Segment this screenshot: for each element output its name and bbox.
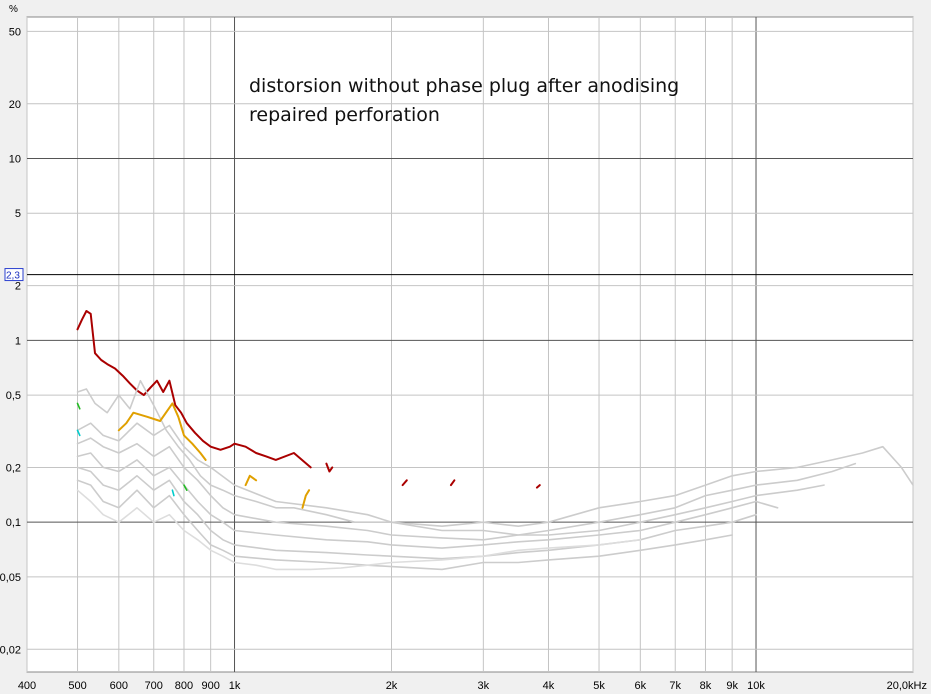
y-tick-label: 50 bbox=[9, 26, 21, 38]
plot-area bbox=[26, 16, 914, 673]
y-tick-label: 0,02 bbox=[0, 644, 21, 656]
x-tick-label: 9k bbox=[726, 680, 738, 692]
series-line bbox=[244, 474, 258, 487]
x-tick-label: 1k bbox=[229, 680, 241, 692]
series-line bbox=[171, 489, 175, 497]
series-line bbox=[76, 422, 857, 536]
series-line bbox=[76, 479, 733, 571]
series-line bbox=[76, 402, 81, 410]
x-tick-label: 2k bbox=[386, 680, 398, 692]
x-tick-label: 400 bbox=[18, 680, 36, 692]
cursor-value-label: 2,3 bbox=[6, 271, 20, 282]
series-line bbox=[117, 402, 207, 461]
x-tick-label: 600 bbox=[110, 680, 128, 692]
series-line bbox=[76, 437, 825, 541]
x-tick-label: 5k bbox=[593, 680, 605, 692]
series-line bbox=[401, 479, 408, 487]
x-tick-label: 10k bbox=[747, 680, 765, 692]
y-unit-label: % bbox=[9, 4, 18, 15]
y-tick-labels: 50 20 10 5 2 1 0,5 0,2 0,1 0,05 0,02 bbox=[0, 26, 21, 656]
x-tick-labels: 400 500 600 700 800 900 1k 2k 3k 4k 5k 6k 7k 8k 9k 10k 2… bbox=[18, 680, 927, 692]
series-line bbox=[76, 310, 312, 469]
y-tick-label: 1 bbox=[15, 335, 21, 347]
x-tick-label: 4k bbox=[543, 680, 555, 692]
series-line bbox=[76, 452, 779, 549]
series-line bbox=[183, 484, 188, 491]
x-tick-label: 3k bbox=[478, 680, 490, 692]
x-tick-label: 8k bbox=[700, 680, 712, 692]
series-line bbox=[535, 484, 541, 489]
y-tick-label: 0,05 bbox=[0, 572, 21, 584]
y-tick-label: 2 bbox=[15, 281, 21, 293]
x-tick-label: 6k bbox=[635, 680, 647, 692]
x-tick-label: 500 bbox=[68, 680, 86, 692]
cursor-value-box[interactable] bbox=[4, 268, 24, 282]
annotation-line-1: distorsion without phase plug after anod… bbox=[249, 75, 679, 97]
x-tick-label: 7k bbox=[669, 680, 681, 692]
series-line bbox=[76, 379, 914, 527]
x-tick-label: 800 bbox=[175, 680, 193, 692]
series-line bbox=[449, 479, 456, 487]
y-tick-label: 10 bbox=[9, 153, 21, 165]
series-layer bbox=[76, 310, 914, 571]
grid-lines bbox=[26, 17, 914, 672]
y-tick-label: 0,1 bbox=[6, 517, 21, 529]
x-tick-label: 700 bbox=[145, 680, 163, 692]
annotation-line-2: repaired perforation bbox=[249, 104, 440, 126]
series-line bbox=[301, 489, 311, 509]
y-tick-label: 0,5 bbox=[6, 390, 21, 402]
y-tick-label: 0,2 bbox=[6, 462, 21, 474]
x-tick-label: 20,0kHz bbox=[887, 680, 927, 692]
x-tick-label: 900 bbox=[201, 680, 219, 692]
y-tick-label: 5 bbox=[15, 208, 21, 220]
series-line bbox=[325, 462, 334, 473]
series-line bbox=[76, 429, 81, 437]
cursor-layer[interactable]: 2,3 bbox=[4, 268, 913, 282]
y-tick-label: 20 bbox=[9, 99, 21, 111]
series-line bbox=[76, 489, 642, 571]
